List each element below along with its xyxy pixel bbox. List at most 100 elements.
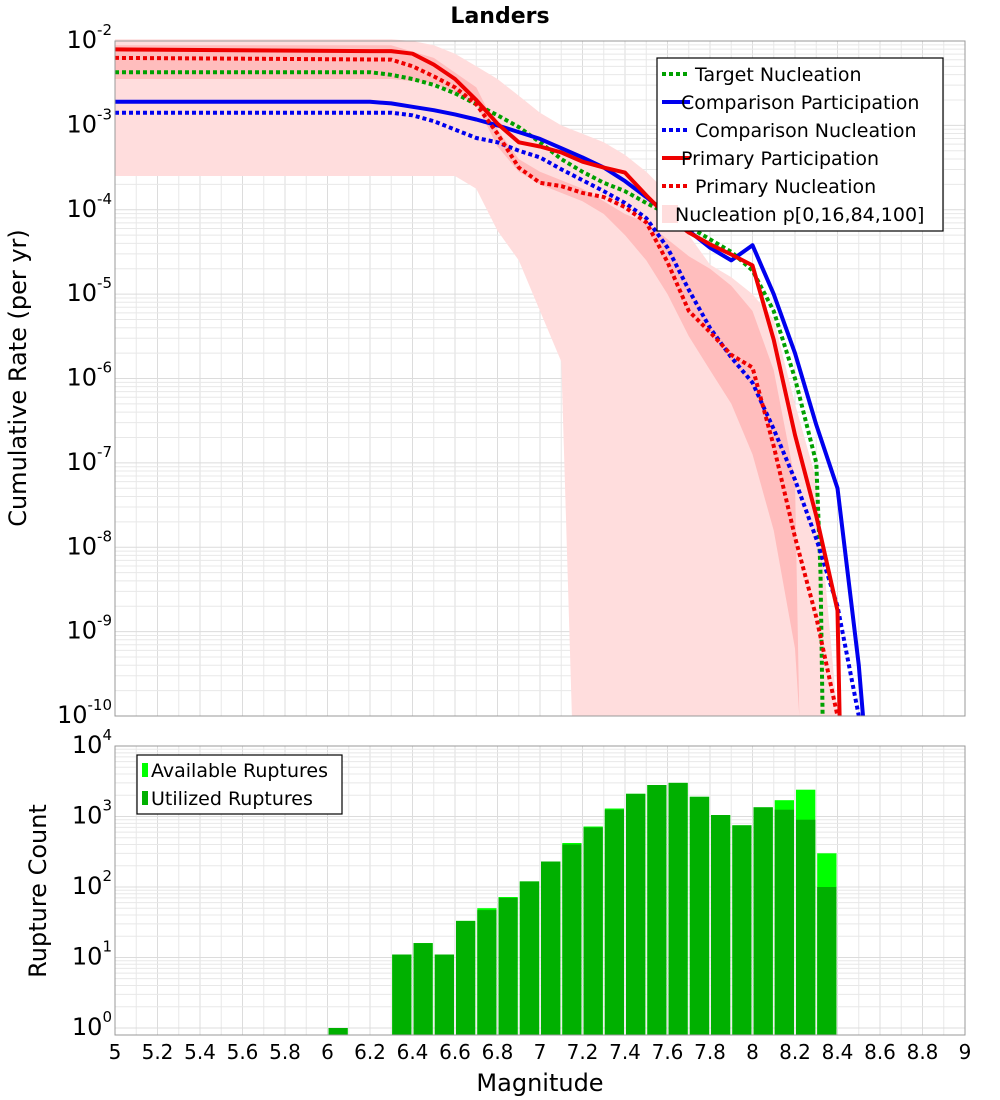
- rate-lines: [114, 47, 865, 717]
- legend-label: Available Ruptures: [151, 760, 328, 782]
- top-y-tick-label: 10-5: [66, 274, 112, 307]
- primary-nucleation-line: [114, 55, 840, 717]
- top-y-ticks: 10-2 10-3 10-4 10-5 10-6 10-7 10-8 10-9 10-10: [57, 21, 112, 729]
- utilized-rupture-bar: [753, 807, 773, 1035]
- legend-swatch: [662, 205, 678, 223]
- x-tick-label: 8.4: [822, 1040, 854, 1064]
- legend-entry-utilized-ruptures: Utilized Ruptures: [142, 788, 313, 810]
- bottom-y-tick-label: 104: [72, 726, 112, 759]
- bottom-plot-frame: [114, 745, 966, 1036]
- chart-title: Landers: [450, 4, 549, 29]
- comparison-nucleation-line: [115, 110, 861, 717]
- legend-entry-primary-nucleation: Primary Nucleation: [662, 176, 876, 198]
- top-y-tick-label: 10-10: [57, 696, 112, 729]
- top-legend: Target Nucleation Comparison Participatio…: [656, 57, 944, 232]
- utilized-rupture-bar: [647, 785, 667, 1035]
- rupture-count-panel: 100 101 102 103 104 5 5.2 5.4 5.6 5.8 6 6.2 6.4 6.6 6…: [24, 726, 971, 1097]
- utilized-rupture-bar: [434, 954, 454, 1035]
- top-y-tick-label: 10-6: [66, 359, 112, 392]
- legend-entry-nucleation-p-0-16-84-100: Nucleation p[0,16,84,100]: [662, 204, 924, 226]
- legend-swatch: [142, 763, 148, 777]
- legend-entry-available-ruptures: Available Ruptures: [142, 760, 328, 782]
- utilized-rupture-bar: [541, 861, 561, 1035]
- x-tick-label: 5.4: [184, 1040, 216, 1064]
- top-y-tick-label: 10-8: [66, 527, 112, 560]
- utilized-rupture-bar: [456, 920, 476, 1035]
- legend-label: Primary Participation: [681, 148, 879, 170]
- bottom-y-axis-label: Rupture Count: [24, 804, 52, 978]
- bottom-grid: [114, 746, 966, 1035]
- legend-entry-primary-participation: Primary Participation: [662, 148, 879, 170]
- x-tick-label: 7.8: [694, 1040, 726, 1064]
- x-tick-label: 9: [959, 1040, 972, 1064]
- utilized-rupture-bar: [392, 954, 412, 1035]
- rupture-bars: [328, 782, 837, 1035]
- legend-entry-comparison-nucleation: Comparison Nucleation: [662, 120, 917, 142]
- bottom-y-tick-label: 100: [72, 1008, 112, 1041]
- bottom-legend: Available Ruptures Utilized Ruptures: [136, 754, 343, 815]
- utilized-rupture-bar: [604, 809, 624, 1035]
- legend-label: Utilized Ruptures: [151, 788, 313, 810]
- x-tick-label: 7.2: [567, 1040, 599, 1064]
- legend-label: Comparison Nucleation: [695, 120, 917, 142]
- utilized-rupture-bar: [477, 910, 497, 1035]
- utilized-rupture-bar: [626, 793, 646, 1035]
- utilized-rupture-bar: [328, 1028, 348, 1035]
- utilized-rupture-bar: [711, 815, 731, 1035]
- utilized-rupture-bar: [413, 943, 433, 1035]
- top-y-tick-label: 10-7: [66, 443, 112, 476]
- bottom-y-ticks: 100 101 102 103 104: [72, 726, 112, 1041]
- x-tick-label: 6.2: [354, 1040, 386, 1064]
- legend-label: Comparison Participation: [681, 92, 919, 114]
- utilized-rupture-bar: [562, 844, 582, 1035]
- top-legend-box: [656, 57, 944, 232]
- primary-participation-line: [114, 47, 842, 717]
- top-y-tick-label: 10-2: [66, 21, 112, 54]
- utilized-rupture-bar: [498, 897, 518, 1035]
- top-y-tick-label: 10-3: [66, 105, 112, 138]
- x-tick-label: 7: [534, 1040, 547, 1064]
- top-plot-frame: [114, 40, 966, 717]
- bottom-legend-box: [136, 754, 343, 815]
- x-tick-label: 8: [746, 1040, 759, 1064]
- x-tick-label: 7.6: [652, 1040, 684, 1064]
- legend-entry-comparison-participation: Comparison Participation: [662, 92, 919, 114]
- legend-swatch: [142, 791, 148, 805]
- x-tick-label: 6.8: [482, 1040, 514, 1064]
- utilized-rupture-bar: [519, 881, 540, 1035]
- legend-label: Nucleation p[0,16,84,100]: [675, 204, 924, 226]
- utilized-rupture-bar: [774, 809, 794, 1035]
- utilized-rupture-bar: [689, 796, 710, 1035]
- x-tick-label: 8.6: [864, 1040, 896, 1064]
- x-tick-label: 8.2: [779, 1040, 811, 1064]
- x-tick-label: 6.6: [439, 1040, 471, 1064]
- utilized-rupture-bar: [668, 782, 688, 1035]
- utilized-rupture-bar: [796, 819, 816, 1035]
- bottom-y-tick-label: 101: [72, 937, 112, 970]
- utilized-rupture-bar: [732, 825, 752, 1035]
- x-tick-label: 5: [109, 1040, 122, 1064]
- target-nucleation-line: [115, 70, 825, 717]
- bottom-y-tick-label: 103: [72, 796, 112, 829]
- x-tick-label: 6: [321, 1040, 334, 1064]
- x-tick-label: 5.6: [227, 1040, 259, 1064]
- comparison-participation-line: [115, 99, 865, 717]
- top-y-axis-label: Cumulative Rate (per yr): [4, 229, 32, 527]
- top-y-tick-label: 10-4: [66, 190, 112, 223]
- x-tick-label: 7.4: [609, 1040, 641, 1064]
- x-tick-label: 5.2: [142, 1040, 174, 1064]
- x-tick-label: 6.4: [397, 1040, 429, 1064]
- x-tick-label: 8.8: [907, 1040, 939, 1064]
- utilized-rupture-bar: [817, 887, 837, 1035]
- bottom-y-tick-label: 102: [72, 867, 112, 900]
- x-tick-label: 5.8: [269, 1040, 301, 1064]
- legend-label: Target Nucleation: [694, 64, 862, 86]
- utilized-rupture-bar: [583, 827, 603, 1035]
- x-ticks: 5 5.2 5.4 5.6 5.8 6 6.2 6.4 6.6 6.8 7 7.2 7.4 7.6 7.8 8…: [109, 1040, 972, 1064]
- x-axis-label: Magnitude: [476, 1069, 603, 1097]
- legend-label: Primary Nucleation: [695, 176, 876, 198]
- cumulative-rate-panel: 10-2 10-3 10-4 10-5 10-6 10-7 10-8 10-9 10-10 Cu…: [4, 21, 966, 729]
- legend-entry-target-nucleation: Target Nucleation: [662, 64, 862, 86]
- top-y-tick-label: 10-9: [66, 612, 112, 645]
